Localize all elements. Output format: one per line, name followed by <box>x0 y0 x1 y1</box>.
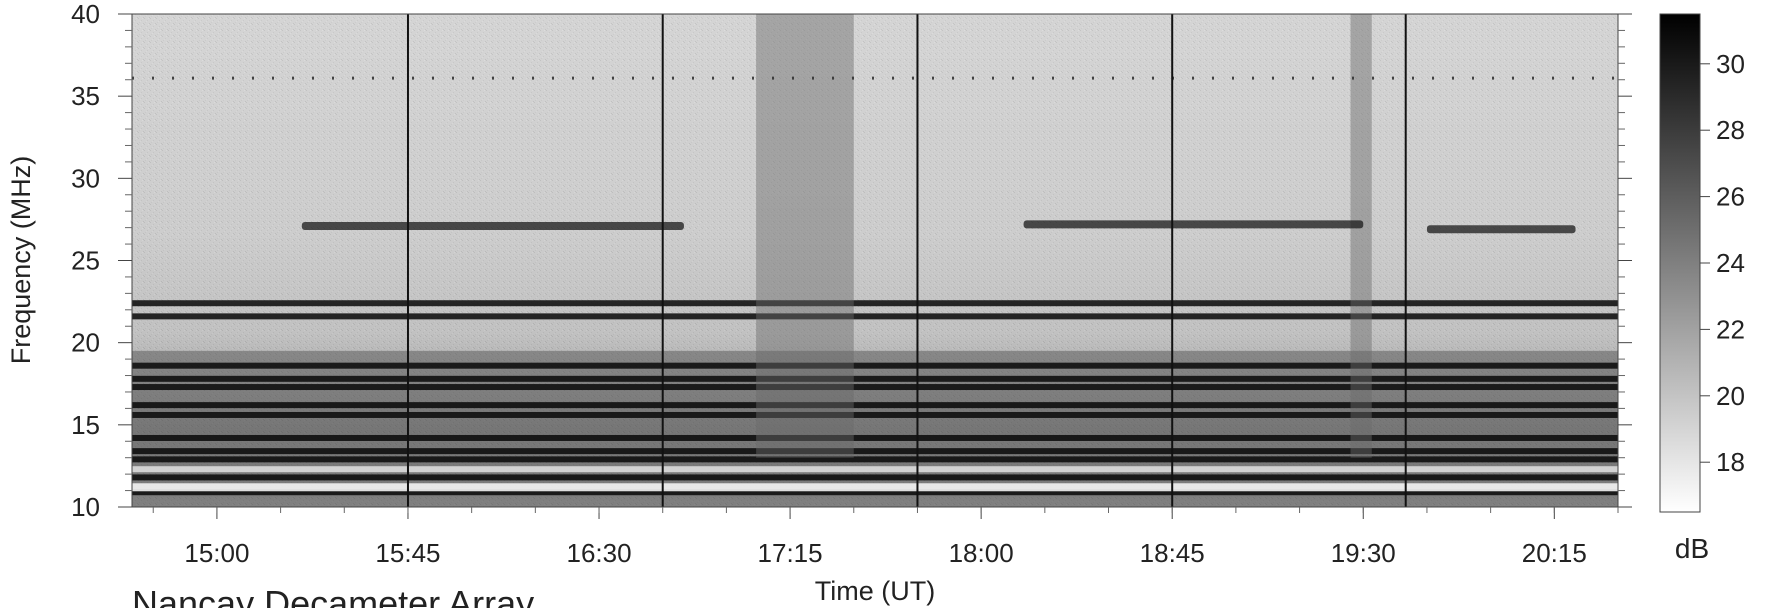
y-tick-label: 30 <box>71 163 100 193</box>
x-tick-label: 19:30 <box>1331 538 1396 568</box>
narrowband-line <box>132 434 1618 441</box>
y-axis-label: Frequency (MHz) <box>6 156 36 365</box>
narrowband-line <box>132 448 1618 455</box>
x-tick-label: 16:30 <box>566 538 631 568</box>
x-tick-label: 17:15 <box>758 538 823 568</box>
y-tick-label: 15 <box>71 410 100 440</box>
emission-band <box>1023 220 1364 229</box>
narrowband-line <box>132 384 1618 391</box>
narrowband-line <box>132 375 1618 382</box>
colorbar-tick-label: 18 <box>1716 447 1745 477</box>
y-tick-label: 40 <box>71 0 100 29</box>
colorbar-tick-label: 24 <box>1716 248 1745 278</box>
colorbar-tick-label: 22 <box>1716 314 1745 344</box>
x-tick-label: 15:45 <box>375 538 440 568</box>
broadband-burst <box>756 14 854 458</box>
y-axis: 10 15 20 25 30 35 40 <box>71 0 1632 522</box>
x-axis: 15:00 15:45 16:30 17:15 18:00 18:45 19:30 20:15 <box>152 507 1619 568</box>
x-tick-label: 20:15 <box>1522 538 1587 568</box>
narrowband-line <box>132 313 1618 320</box>
colorbar-label: dB <box>1675 533 1709 564</box>
y-tick-label: 25 <box>71 246 100 276</box>
spectrum-image <box>132 14 1618 507</box>
narrowband-line <box>132 474 1618 481</box>
x-tick-label: 15:00 <box>184 538 249 568</box>
quiet-band <box>132 466 1618 473</box>
colorbar-tick-label: 30 <box>1716 49 1745 79</box>
narrowband-line <box>132 300 1618 307</box>
colorbar-tick-label: 26 <box>1716 182 1745 212</box>
colorbar <box>1659 13 1701 513</box>
narrowband-line <box>132 402 1618 409</box>
y-tick-label: 10 <box>71 492 100 522</box>
x-tick-label: 18:00 <box>949 538 1014 568</box>
y-tick-label: 35 <box>71 81 100 111</box>
broadband-burst <box>1350 14 1372 458</box>
colorbar-axis: 18 20 22 24 26 28 30 <box>1700 49 1745 477</box>
x-tick-label: 18:45 <box>1140 538 1205 568</box>
emission-band <box>1426 225 1576 234</box>
narrowband-line <box>132 411 1618 418</box>
narrowband-line <box>132 362 1618 369</box>
narrowband-line <box>132 456 1618 463</box>
x-axis-label: Time (UT) <box>815 576 935 606</box>
narrowband-line <box>132 489 1618 496</box>
y-tick-label: 20 <box>71 328 100 358</box>
colorbar-tick-label: 20 <box>1716 381 1745 411</box>
colorbar-tick-label: 28 <box>1716 115 1745 145</box>
instrument-label: Nancay Decameter Array <box>132 583 534 608</box>
quiet-band <box>132 483 1618 492</box>
emission-band <box>301 221 684 230</box>
